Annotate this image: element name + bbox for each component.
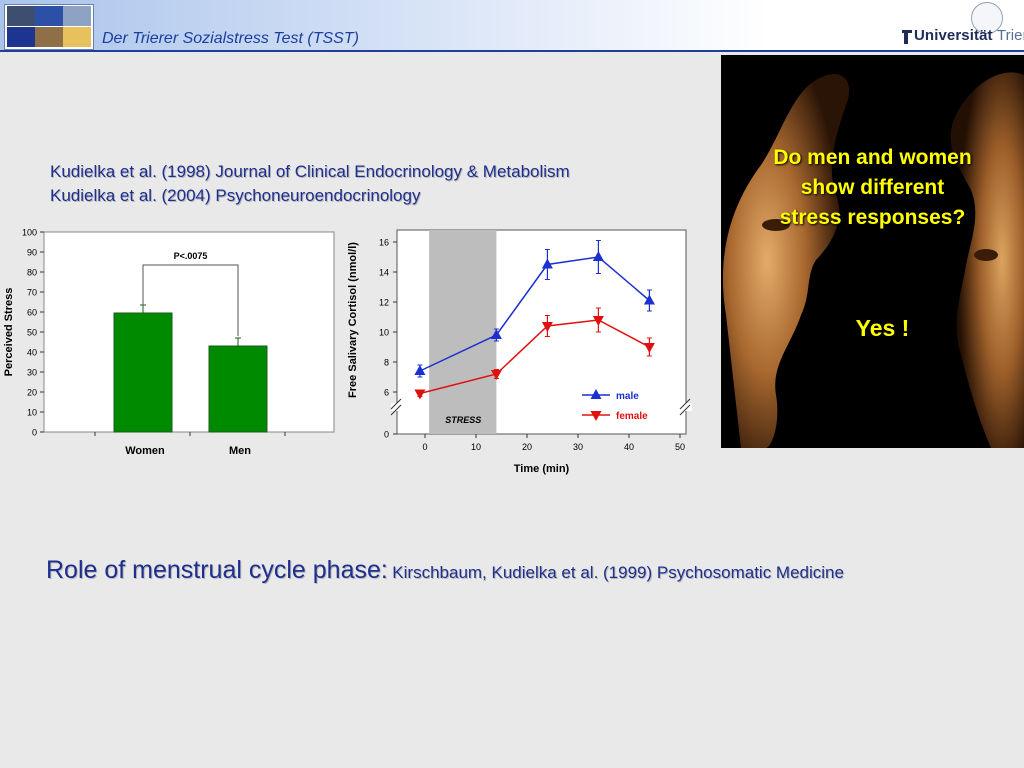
y-axis-label: Free Salivary Cortisol (nmol/l) [347,242,359,398]
plot-area [43,231,335,433]
stress-band-label: STRESS [445,415,481,425]
x-category-label: Women [125,445,165,457]
data-point-female [490,370,502,380]
x-tick-label: 30 [573,442,583,452]
y-axis-label: Perceived Stress [3,288,15,377]
logo-tile [63,27,91,47]
data-point-female [541,322,553,332]
data-point-male [643,294,655,305]
data-point-male [541,258,553,269]
data-point-male [592,251,604,261]
menstrual-cycle-reference: Kirschbaum, Kudielka et al. (1999) Psych… [392,563,844,582]
question-text: Do men and women show different stress r… [773,146,972,229]
logo-tile [7,27,35,47]
data-point-male [414,365,426,375]
legend-label: female [616,411,648,422]
menstrual-cycle-heading: Role of menstrual cycle phase: [46,556,388,584]
x-category-label: Men [229,445,251,457]
data-point-female [643,343,655,353]
axis-break-right [679,398,691,416]
axis-break-gap [391,403,403,411]
logo-tile [35,6,63,26]
y-tick-label: 10 [27,408,37,418]
faces-image [721,55,1024,448]
legend-label: male [616,391,639,402]
data-point-male [490,329,502,339]
y-tick-label: 90 [27,248,37,258]
y-tick-label: 0 [384,430,389,440]
legend-marker [590,411,602,421]
bar [113,312,173,433]
logo-tile [7,6,35,26]
tsst-logo [4,4,94,50]
y-tick-label: 10 [379,328,389,338]
faces-photo [721,55,1024,448]
university-logo-mark-icon [902,30,912,44]
y-tick-label: 0 [32,428,37,438]
presentation-title: Der Trierer Sozialstress Test (TSST) [102,30,359,47]
university-name: Universität Trier [914,27,1024,44]
data-point-female [414,389,426,400]
x-tick-label: 20 [522,442,532,452]
menstrual-cycle-note: Role of menstrual cycle phase: Kirschbau… [46,556,844,585]
axis-break-gap [680,403,692,411]
cortisol-line-chart: STRESS 6 8 10 12 14 16 0 0 10 20 30 40 50 Time (min) Fr… [347,229,692,475]
legend-marker [590,389,602,399]
perceived-stress-bar-chart: 0 10 20 30 40 50 60 70 80 90 100 Perceived Stress Wo… [3,228,335,457]
data-point-female [592,316,604,326]
logo-tile [63,6,91,26]
answer-text: Yes ! [855,315,910,341]
university-seal-icon [971,2,1003,34]
y-tick-label: 40 [27,348,37,358]
axis-break-left [390,398,402,416]
x-tick-label: 10 [471,442,481,452]
y-tick-label: 70 [27,288,37,298]
y-tick-label: 60 [27,308,37,318]
y-tick-label: 20 [27,388,37,398]
header-divider [0,50,1024,52]
x-tick-label: 40 [624,442,634,452]
significance-bracket [142,264,239,336]
bar [208,345,268,433]
y-tick-label: 8 [384,358,389,368]
references: Kudielka et al. (1998) Journal of Clinic… [50,160,570,208]
reference-line-2: Kudielka et al. (2004) Psychoneuroendocr… [50,186,421,205]
y-tick-label: 30 [27,368,37,378]
x-tick-label: 0 [422,442,427,452]
x-axis-label: Time (min) [514,463,570,475]
header-bar: Der Trierer Sozialstress Test (TSST) Uni… [0,0,1024,52]
x-tick-label: 50 [675,442,685,452]
y-tick-label: 80 [27,268,37,278]
logo-tile [35,27,63,47]
y-tick-label: 16 [379,238,389,248]
university-name-bold: Universität [914,27,993,44]
significance-label: P<.0075 [174,251,208,261]
stress-band [429,230,497,434]
y-tick-label: 100 [22,228,37,238]
y-tick-label: 14 [379,268,389,278]
reference-line-1: Kudielka et al. (1998) Journal of Clinic… [50,162,570,181]
y-tick-label: 6 [384,388,389,398]
y-tick-label: 50 [27,328,37,338]
university-name-light: Trier [996,27,1024,44]
y-tick-label: 12 [379,298,389,308]
